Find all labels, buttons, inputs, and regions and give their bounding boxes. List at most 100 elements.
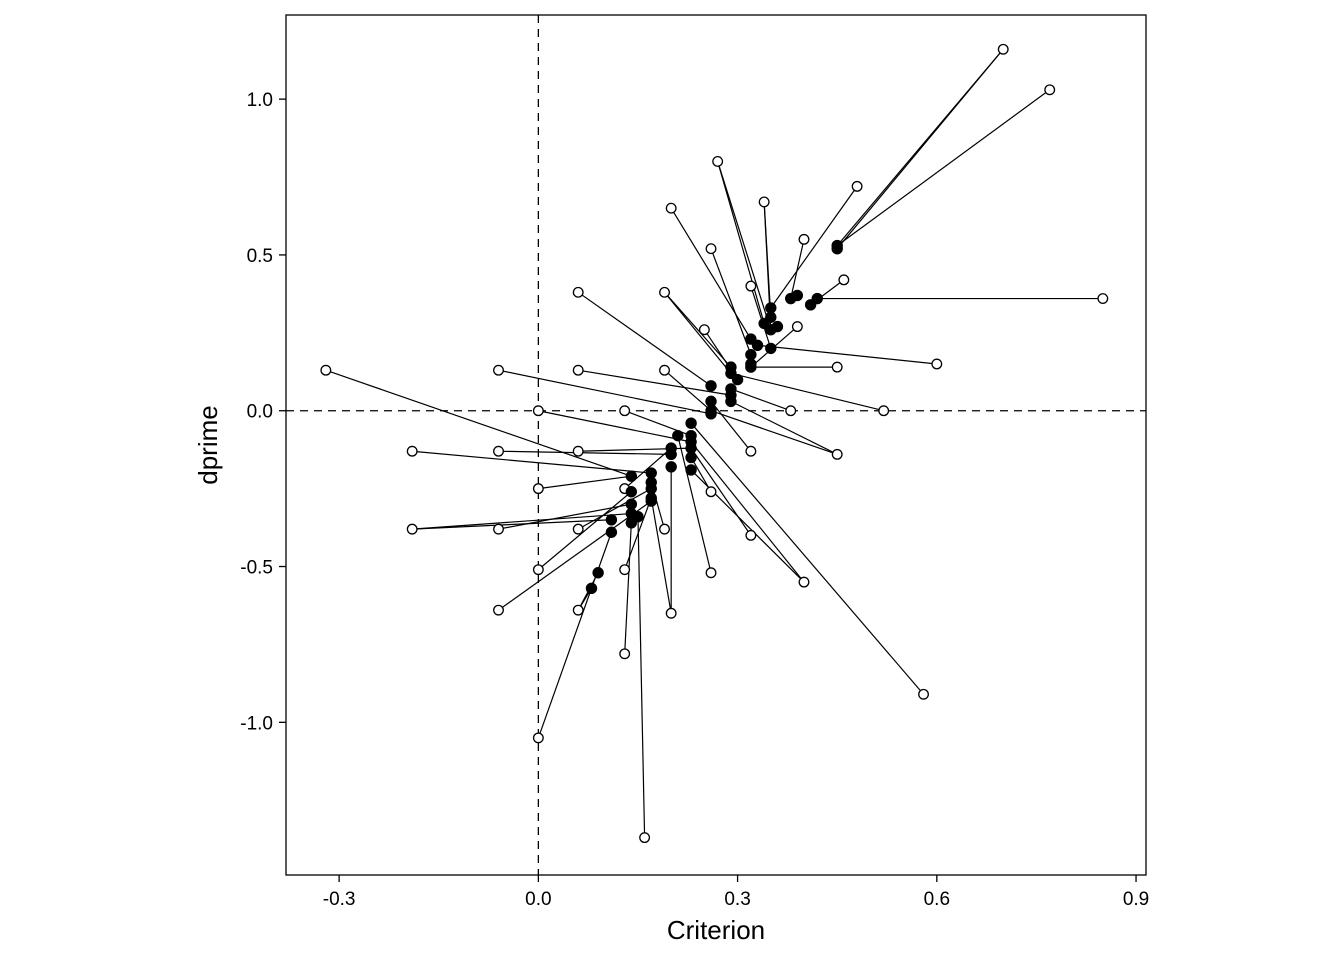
open-point bbox=[493, 604, 504, 616]
open-point bbox=[705, 486, 717, 498]
link-line bbox=[664, 369, 712, 412]
filled-point bbox=[705, 408, 717, 420]
link-line bbox=[770, 186, 858, 309]
x-tick-label: 0.9 bbox=[1123, 889, 1149, 910]
y-tick-label: -1.0 bbox=[240, 713, 273, 734]
open-point bbox=[572, 445, 584, 457]
open-point bbox=[997, 43, 1009, 55]
link-line bbox=[730, 372, 884, 412]
link-line bbox=[710, 248, 752, 355]
filled-point bbox=[705, 395, 717, 408]
open-point bbox=[572, 604, 584, 616]
open-point bbox=[1097, 293, 1109, 305]
x-axis: -0.3 0.0 0.3 0.6 0.9 bbox=[323, 875, 1149, 910]
open-point bbox=[831, 448, 843, 460]
filled-point bbox=[672, 429, 684, 442]
link-line bbox=[836, 48, 1004, 250]
open-point bbox=[532, 732, 544, 744]
link-line bbox=[757, 344, 937, 365]
open-point bbox=[712, 155, 724, 167]
open-point bbox=[798, 233, 810, 245]
open-point bbox=[931, 358, 943, 370]
filled-point bbox=[831, 242, 843, 255]
x-tick-label: -0.3 bbox=[323, 889, 356, 910]
filled-point bbox=[804, 299, 817, 311]
x-tick-label: 0.3 bbox=[724, 889, 750, 910]
filled-point bbox=[785, 292, 797, 305]
link-line bbox=[412, 519, 612, 530]
x-axis-title: Criterion bbox=[667, 915, 765, 945]
link-line bbox=[710, 410, 838, 455]
filled-point bbox=[765, 302, 777, 314]
open-point bbox=[532, 405, 544, 417]
link-line bbox=[578, 369, 732, 396]
open-point bbox=[745, 280, 757, 292]
link-line bbox=[498, 450, 672, 455]
link-line bbox=[690, 441, 805, 583]
link-line bbox=[690, 422, 924, 695]
x-tick-label: 0.6 bbox=[924, 889, 950, 910]
filled-point bbox=[685, 417, 697, 429]
open-point bbox=[698, 324, 710, 336]
open-point bbox=[406, 445, 418, 457]
y-tick-label: 1.0 bbox=[247, 90, 273, 111]
plot-frame bbox=[285, 14, 1147, 876]
open-point bbox=[1044, 84, 1056, 96]
filled-point bbox=[765, 342, 777, 355]
open-point bbox=[791, 321, 803, 333]
link-line bbox=[730, 400, 838, 455]
link-line bbox=[412, 450, 652, 474]
filled-point bbox=[625, 498, 638, 510]
open-point bbox=[320, 364, 332, 376]
open-point bbox=[619, 648, 631, 660]
open-point bbox=[831, 361, 843, 373]
link-line bbox=[498, 503, 632, 530]
filled-point bbox=[685, 442, 697, 454]
filled-point bbox=[585, 582, 598, 595]
open-point bbox=[785, 405, 797, 417]
filled-point bbox=[605, 514, 618, 526]
link-line bbox=[750, 285, 772, 349]
open-point bbox=[918, 688, 929, 700]
filled-point bbox=[745, 361, 757, 373]
open-point bbox=[493, 523, 504, 535]
link-line bbox=[717, 161, 772, 330]
filled-point bbox=[625, 470, 638, 482]
link-line bbox=[664, 291, 732, 368]
open-point bbox=[705, 567, 717, 579]
link-line bbox=[498, 500, 652, 611]
open-point bbox=[745, 529, 757, 541]
link-line bbox=[537, 532, 612, 739]
open-point bbox=[838, 274, 850, 286]
filled-point bbox=[751, 339, 764, 351]
filled-point bbox=[705, 380, 717, 392]
link-lines bbox=[325, 48, 1103, 838]
link-line bbox=[836, 89, 1051, 247]
y-tick-label: 0.0 bbox=[247, 402, 273, 423]
y-tick-label: 0.5 bbox=[247, 246, 273, 267]
open-point bbox=[659, 364, 670, 376]
filled-point bbox=[625, 486, 638, 498]
open-point bbox=[572, 286, 584, 298]
link-line bbox=[637, 516, 646, 838]
open-point bbox=[851, 180, 863, 192]
open-point bbox=[798, 576, 810, 588]
open-point bbox=[665, 607, 677, 619]
open-point bbox=[665, 202, 677, 214]
open-point bbox=[659, 286, 670, 298]
link-line bbox=[730, 388, 791, 412]
filled-point bbox=[592, 567, 604, 579]
link-line bbox=[624, 522, 632, 654]
filled-point bbox=[605, 526, 618, 538]
link-line bbox=[790, 239, 805, 299]
link-line bbox=[670, 207, 752, 340]
filled-point bbox=[645, 467, 657, 479]
link-line bbox=[498, 369, 712, 415]
filled-point bbox=[745, 348, 757, 361]
y-axis-title: dprime bbox=[193, 405, 223, 484]
reference-lines bbox=[286, 15, 1146, 875]
link-line bbox=[325, 369, 632, 477]
open-point bbox=[532, 483, 544, 495]
link-line bbox=[538, 475, 632, 490]
